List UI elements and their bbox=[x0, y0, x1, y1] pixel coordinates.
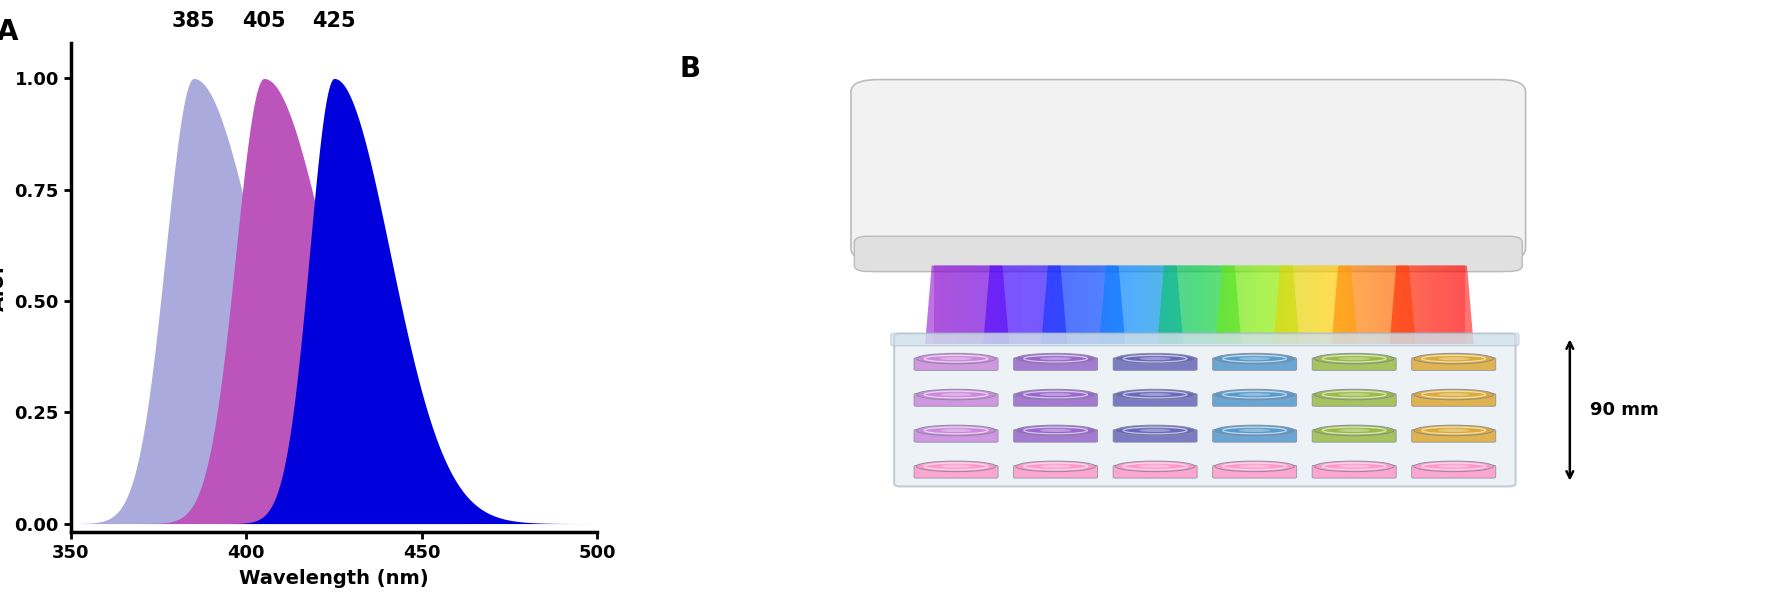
Ellipse shape bbox=[1239, 393, 1271, 396]
Ellipse shape bbox=[917, 389, 997, 400]
Ellipse shape bbox=[1115, 461, 1195, 472]
FancyBboxPatch shape bbox=[1113, 465, 1197, 478]
Ellipse shape bbox=[1315, 461, 1395, 472]
Ellipse shape bbox=[1437, 393, 1469, 396]
FancyBboxPatch shape bbox=[1113, 430, 1197, 442]
Y-axis label: A.U.: A.U. bbox=[0, 264, 7, 311]
FancyBboxPatch shape bbox=[1312, 465, 1397, 478]
FancyBboxPatch shape bbox=[1312, 357, 1397, 370]
FancyBboxPatch shape bbox=[913, 430, 998, 442]
Ellipse shape bbox=[1338, 465, 1370, 468]
FancyBboxPatch shape bbox=[1014, 357, 1097, 370]
FancyBboxPatch shape bbox=[913, 357, 998, 370]
Ellipse shape bbox=[917, 425, 997, 436]
Ellipse shape bbox=[1214, 353, 1294, 364]
Ellipse shape bbox=[1115, 353, 1195, 364]
FancyBboxPatch shape bbox=[1312, 394, 1397, 406]
Ellipse shape bbox=[1338, 357, 1370, 360]
Polygon shape bbox=[1099, 266, 1184, 344]
Ellipse shape bbox=[1239, 465, 1271, 468]
Text: 90 mm: 90 mm bbox=[1589, 401, 1658, 419]
Ellipse shape bbox=[1315, 389, 1395, 400]
Text: A: A bbox=[0, 18, 18, 47]
Ellipse shape bbox=[1115, 389, 1195, 400]
FancyBboxPatch shape bbox=[890, 333, 1519, 346]
Ellipse shape bbox=[1039, 357, 1071, 360]
Polygon shape bbox=[982, 266, 1067, 344]
Ellipse shape bbox=[1016, 353, 1096, 364]
Ellipse shape bbox=[1338, 393, 1370, 396]
FancyBboxPatch shape bbox=[851, 80, 1526, 261]
FancyBboxPatch shape bbox=[1412, 357, 1496, 370]
FancyBboxPatch shape bbox=[1412, 394, 1496, 406]
FancyBboxPatch shape bbox=[1014, 394, 1097, 406]
FancyBboxPatch shape bbox=[1014, 465, 1097, 478]
Bar bbox=[873, 264, 1503, 273]
Ellipse shape bbox=[1039, 393, 1071, 396]
Polygon shape bbox=[1041, 266, 1126, 344]
Ellipse shape bbox=[1140, 393, 1172, 396]
Text: 425: 425 bbox=[312, 10, 356, 31]
Ellipse shape bbox=[1239, 357, 1271, 360]
FancyBboxPatch shape bbox=[913, 465, 998, 478]
FancyBboxPatch shape bbox=[894, 334, 1515, 487]
Ellipse shape bbox=[1140, 357, 1172, 360]
Polygon shape bbox=[926, 266, 1009, 344]
Ellipse shape bbox=[1016, 461, 1096, 472]
Ellipse shape bbox=[1437, 357, 1469, 360]
Text: B: B bbox=[680, 55, 701, 83]
Ellipse shape bbox=[1414, 389, 1494, 400]
Ellipse shape bbox=[1414, 353, 1494, 364]
Ellipse shape bbox=[1140, 429, 1172, 432]
Ellipse shape bbox=[940, 465, 972, 468]
Ellipse shape bbox=[940, 357, 972, 360]
Ellipse shape bbox=[1016, 389, 1096, 400]
Polygon shape bbox=[1273, 266, 1358, 344]
Ellipse shape bbox=[1214, 389, 1294, 400]
Ellipse shape bbox=[917, 461, 997, 472]
FancyBboxPatch shape bbox=[1312, 430, 1397, 442]
Ellipse shape bbox=[1039, 465, 1071, 468]
FancyBboxPatch shape bbox=[1212, 394, 1297, 406]
Ellipse shape bbox=[1414, 461, 1494, 472]
FancyBboxPatch shape bbox=[1212, 357, 1297, 370]
Ellipse shape bbox=[1338, 429, 1370, 432]
FancyBboxPatch shape bbox=[1113, 394, 1197, 406]
FancyBboxPatch shape bbox=[1212, 465, 1297, 478]
Ellipse shape bbox=[1016, 425, 1096, 436]
FancyBboxPatch shape bbox=[1113, 357, 1197, 370]
FancyBboxPatch shape bbox=[855, 236, 1522, 272]
Ellipse shape bbox=[1315, 425, 1395, 436]
Text: 385: 385 bbox=[172, 10, 216, 31]
FancyBboxPatch shape bbox=[1412, 430, 1496, 442]
Ellipse shape bbox=[1414, 425, 1494, 436]
Ellipse shape bbox=[1315, 353, 1395, 364]
Ellipse shape bbox=[1115, 425, 1195, 436]
Polygon shape bbox=[1158, 266, 1241, 344]
Polygon shape bbox=[1389, 266, 1474, 344]
FancyBboxPatch shape bbox=[1412, 465, 1496, 478]
Ellipse shape bbox=[1214, 425, 1294, 436]
Ellipse shape bbox=[940, 393, 972, 396]
Polygon shape bbox=[1331, 266, 1416, 344]
FancyBboxPatch shape bbox=[1014, 430, 1097, 442]
Ellipse shape bbox=[1239, 429, 1271, 432]
Ellipse shape bbox=[1437, 465, 1469, 468]
Ellipse shape bbox=[1140, 465, 1172, 468]
FancyBboxPatch shape bbox=[913, 394, 998, 406]
Polygon shape bbox=[1216, 266, 1299, 344]
Ellipse shape bbox=[940, 429, 972, 432]
FancyBboxPatch shape bbox=[1212, 430, 1297, 442]
Ellipse shape bbox=[1214, 461, 1294, 472]
Ellipse shape bbox=[917, 353, 997, 364]
Text: 405: 405 bbox=[242, 10, 285, 31]
Ellipse shape bbox=[1437, 429, 1469, 432]
Ellipse shape bbox=[1039, 429, 1071, 432]
X-axis label: Wavelength (nm): Wavelength (nm) bbox=[239, 569, 428, 588]
